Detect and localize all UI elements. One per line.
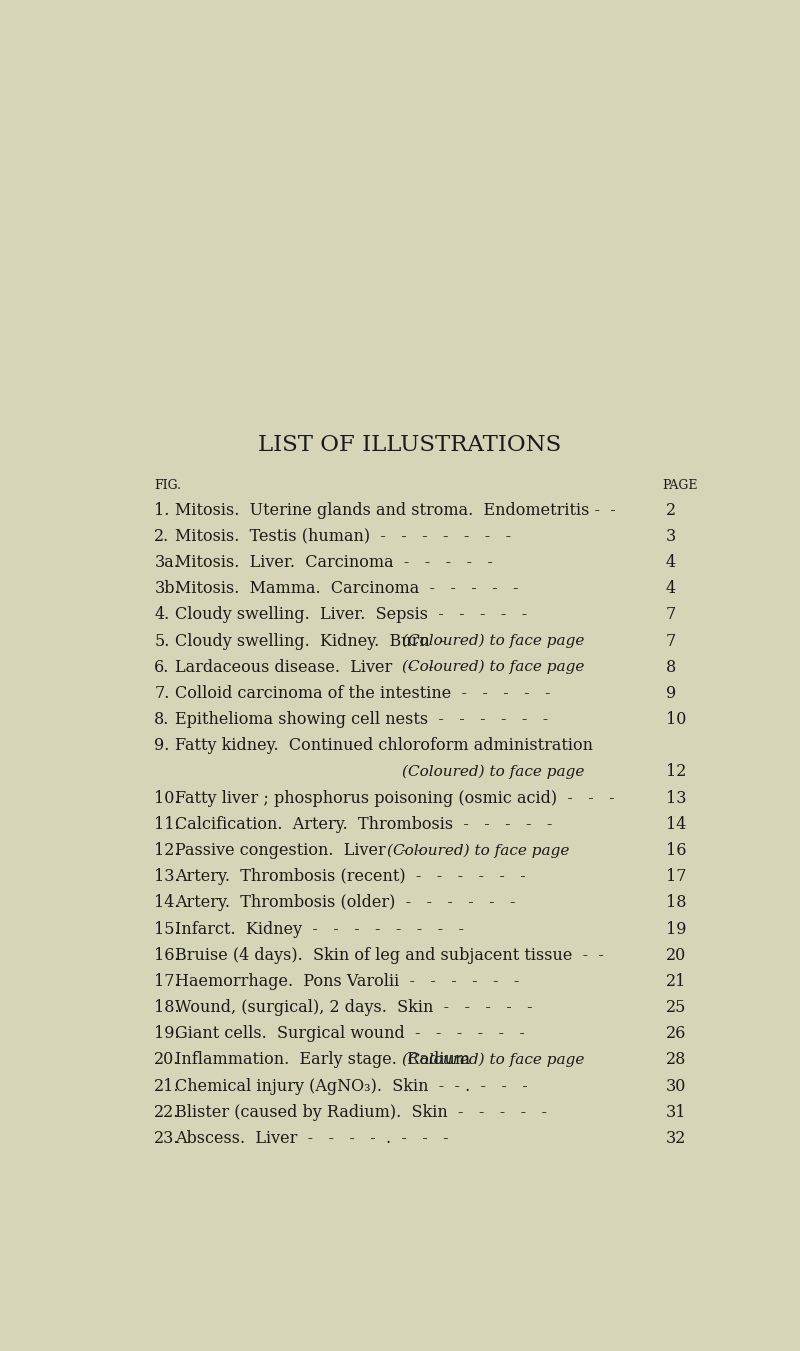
Text: Mitosis.  Testis (human)  -   -   -   -   -   -   -: Mitosis. Testis (human) - - - - - - - (175, 528, 511, 544)
Text: 25: 25 (666, 1000, 686, 1016)
Text: 3b.: 3b. (154, 580, 180, 597)
Text: 4.: 4. (154, 607, 170, 623)
Text: PAGE: PAGE (662, 480, 698, 492)
Text: 18: 18 (666, 894, 686, 912)
Text: 11.: 11. (154, 816, 180, 832)
Text: 2.: 2. (154, 528, 170, 544)
Text: Inflammation.  Early stage.  Radium: Inflammation. Early stage. Radium (175, 1051, 470, 1069)
Text: 4: 4 (666, 580, 676, 597)
Text: 3: 3 (666, 528, 676, 544)
Text: Colloid carcinoma of the intestine  -   -   -   -   -: Colloid carcinoma of the intestine - - -… (175, 685, 550, 703)
Text: Cloudy swelling.  Kidney.  Burn  -: Cloudy swelling. Kidney. Burn - (175, 632, 446, 650)
Text: 15.: 15. (154, 920, 180, 938)
Text: 23.: 23. (154, 1129, 180, 1147)
Text: 20: 20 (666, 947, 686, 963)
Text: (Coloured) to face page: (Coloured) to face page (402, 1052, 585, 1067)
Text: 8.: 8. (154, 711, 170, 728)
Text: 26: 26 (666, 1025, 686, 1042)
Text: 9: 9 (666, 685, 676, 703)
Text: (Coloured) to face page: (Coloured) to face page (402, 661, 585, 674)
Text: 6.: 6. (154, 659, 170, 676)
Text: Giant cells.  Surgical wound  -   -   -   -   -   -: Giant cells. Surgical wound - - - - - - (175, 1025, 525, 1042)
Text: 12: 12 (666, 763, 686, 781)
Text: 16.: 16. (154, 947, 180, 963)
Text: 19: 19 (666, 920, 686, 938)
Text: 13.: 13. (154, 869, 180, 885)
Text: 18.: 18. (154, 1000, 180, 1016)
Text: 1.: 1. (154, 501, 170, 519)
Text: 21: 21 (666, 973, 686, 990)
Text: (Coloured) to face page: (Coloured) to face page (402, 765, 585, 780)
Text: Mitosis.  Mamma.  Carcinoma  -   -   -   -   -: Mitosis. Mamma. Carcinoma - - - - - (175, 580, 518, 597)
Text: Fatty liver ; phosphorus poisoning (osmic acid)  -   -   -: Fatty liver ; phosphorus poisoning (osmi… (175, 789, 614, 807)
Text: 30: 30 (666, 1078, 686, 1094)
Text: Calcification.  Artery.  Thrombosis  -   -   -   -   -: Calcification. Artery. Thrombosis - - - … (175, 816, 553, 832)
Text: 14.: 14. (154, 894, 180, 912)
Text: (Coloured) to face page: (Coloured) to face page (402, 634, 585, 648)
Text: 7: 7 (666, 607, 676, 623)
Text: 17: 17 (666, 869, 686, 885)
Text: 16: 16 (666, 842, 686, 859)
Text: 22.: 22. (154, 1104, 180, 1121)
Text: 19.: 19. (154, 1025, 180, 1042)
Text: Passive congestion.  Liver   -  -: Passive congestion. Liver - - (175, 842, 422, 859)
Text: 20.: 20. (154, 1051, 180, 1069)
Text: Epithelioma showing cell nests  -   -   -   -   -   -: Epithelioma showing cell nests - - - - -… (175, 711, 549, 728)
Text: Mitosis.  Uterine glands and stroma.  Endometritis -  -: Mitosis. Uterine glands and stroma. Endo… (175, 501, 616, 519)
Text: Mitosis.  Liver.  Carcinoma  -   -   -   -   -: Mitosis. Liver. Carcinoma - - - - - (175, 554, 493, 571)
Text: 7.: 7. (154, 685, 170, 703)
Text: 32: 32 (666, 1129, 686, 1147)
Text: Cloudy swelling.  Liver.  Sepsis  -   -   -   -   -: Cloudy swelling. Liver. Sepsis - - - - - (175, 607, 527, 623)
Text: 13: 13 (666, 789, 686, 807)
Text: 17.: 17. (154, 973, 180, 990)
Text: 14: 14 (666, 816, 686, 832)
Text: 31: 31 (666, 1104, 686, 1121)
Text: 3a.: 3a. (154, 554, 179, 571)
Text: 5.: 5. (154, 632, 170, 650)
Text: Artery.  Thrombosis (recent)  -   -   -   -   -   -: Artery. Thrombosis (recent) - - - - - - (175, 869, 526, 885)
Text: Blister (caused by Radium).  Skin  -   -   -   -   -: Blister (caused by Radium). Skin - - - -… (175, 1104, 547, 1121)
Text: 10.: 10. (154, 789, 180, 807)
Text: Fatty kidney.  Continued chloroform administration: Fatty kidney. Continued chloroform admin… (175, 738, 593, 754)
Text: 12.: 12. (154, 842, 180, 859)
Text: 4: 4 (666, 554, 676, 571)
Text: Haemorrhage.  Pons Varolii  -   -   -   -   -   -: Haemorrhage. Pons Varolii - - - - - - (175, 973, 519, 990)
Text: Lardaceous disease.  Liver   -   -: Lardaceous disease. Liver - - (175, 659, 434, 676)
Text: Artery.  Thrombosis (older)  -   -   -   -   -   -: Artery. Thrombosis (older) - - - - - - (175, 894, 516, 912)
Text: 8: 8 (666, 659, 676, 676)
Text: 9.: 9. (154, 738, 170, 754)
Text: Bruise (4 days).  Skin of leg and subjacent tissue  -  -: Bruise (4 days). Skin of leg and subjace… (175, 947, 604, 963)
Text: LIST OF ILLUSTRATIONS: LIST OF ILLUSTRATIONS (258, 435, 562, 457)
Text: Wound, (surgical), 2 days.  Skin  -   -   -   -   -: Wound, (surgical), 2 days. Skin - - - - … (175, 1000, 533, 1016)
Text: 10: 10 (666, 711, 686, 728)
Text: Abscess.  Liver  -   -   -   -  .  -   -   -: Abscess. Liver - - - - . - - - (175, 1129, 449, 1147)
Text: Chemical injury (AgNO₃).  Skin  -  - .  -   -   -: Chemical injury (AgNO₃). Skin - - . - - … (175, 1078, 528, 1094)
Text: 7: 7 (666, 632, 676, 650)
Text: 28: 28 (666, 1051, 686, 1069)
Text: 2: 2 (666, 501, 676, 519)
Text: 21.: 21. (154, 1078, 180, 1094)
Text: FIG.: FIG. (154, 480, 182, 492)
Text: Infarct.  Kidney  -   -   -   -   -   -   -   -: Infarct. Kidney - - - - - - - - (175, 920, 464, 938)
Text: (Coloured) to face page: (Coloured) to face page (386, 843, 569, 858)
